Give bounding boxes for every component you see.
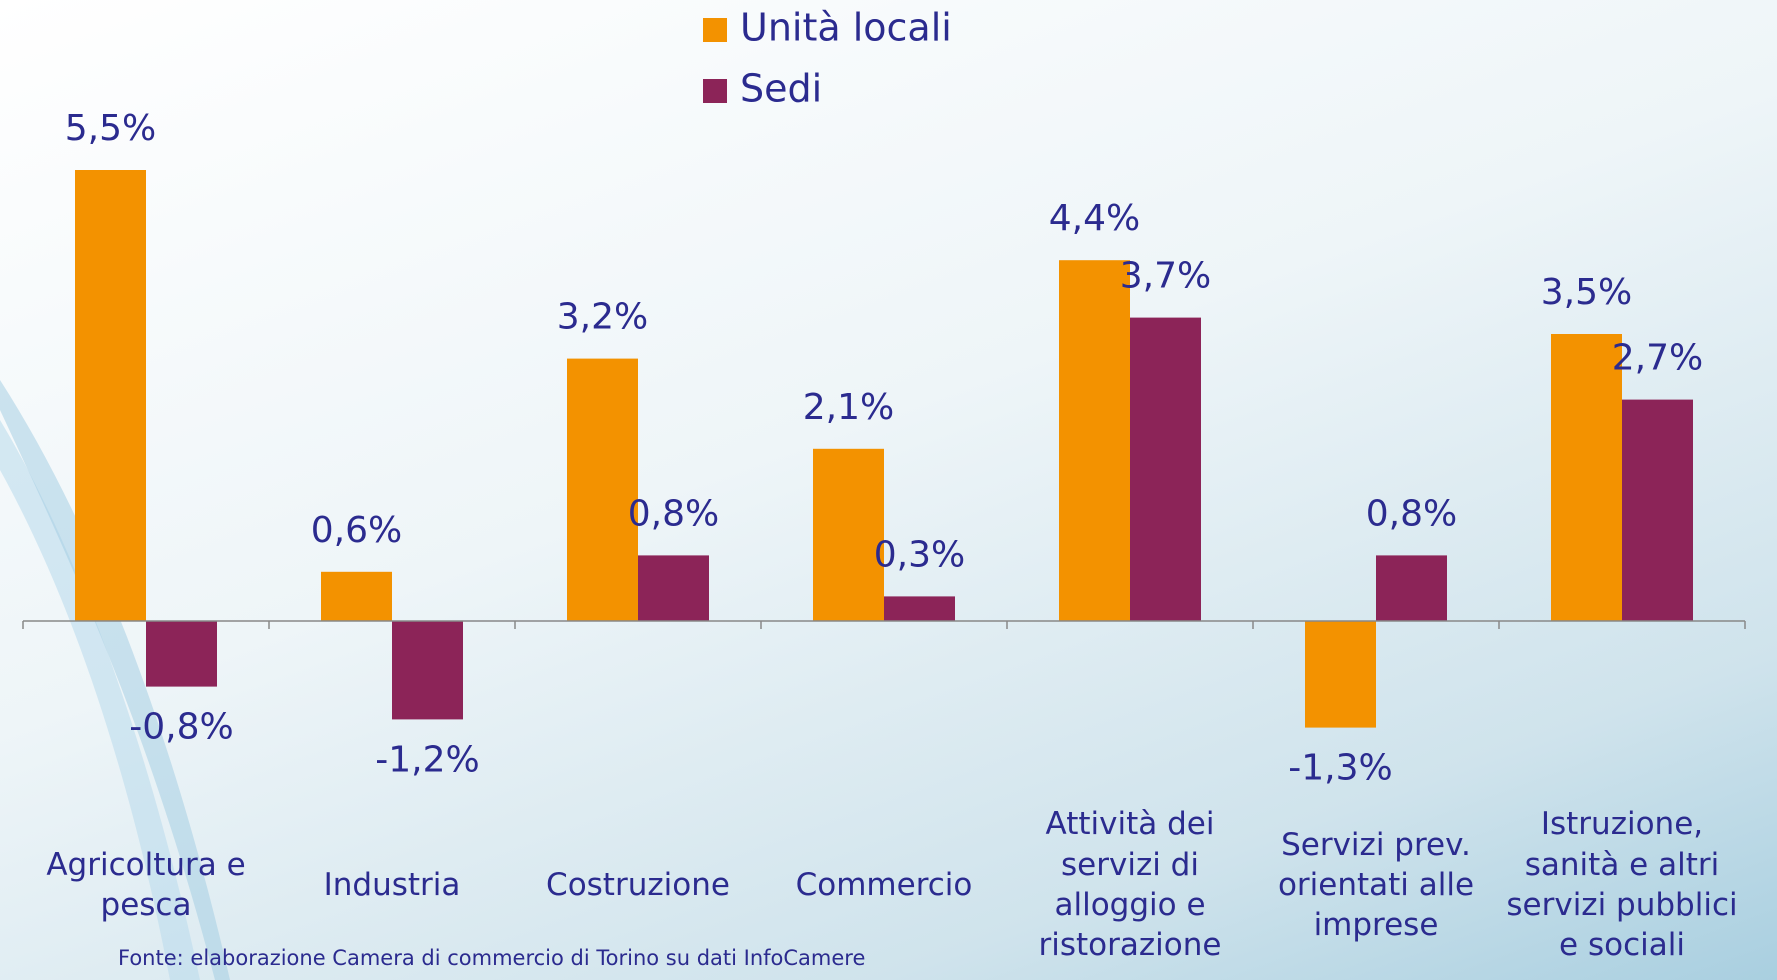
- data-label: 0,8%: [1366, 493, 1457, 534]
- x-tick-label: Industria: [272, 800, 512, 970]
- page: Unità locali Sedi 5,5% -0,8% 0,6% -1,2% 3,2% 0,…: [0, 0, 1777, 980]
- bar: [1059, 260, 1130, 621]
- data-label: 4,4%: [1049, 198, 1140, 239]
- data-label: -1,2%: [375, 739, 479, 780]
- x-tick-label: Costruzione: [518, 800, 758, 970]
- data-label: 0,8%: [628, 493, 719, 534]
- legend-swatch: [703, 79, 727, 103]
- bar: [1622, 400, 1693, 621]
- legend-label: Unità locali: [740, 6, 952, 50]
- bar: [638, 555, 709, 621]
- data-label: 2,7%: [1612, 338, 1703, 379]
- data-label: 0,3%: [874, 534, 965, 575]
- data-label: 3,7%: [1120, 256, 1211, 297]
- data-label: 2,1%: [803, 387, 894, 428]
- bar: [392, 621, 463, 719]
- x-tick-label: Istruzione, sanità e altri servizi pubbl…: [1502, 800, 1742, 970]
- bar: [567, 359, 638, 621]
- data-label: -0,8%: [129, 707, 233, 748]
- x-tick-label: Commercio: [764, 800, 1004, 970]
- bar: [1305, 621, 1376, 728]
- bar: [146, 621, 217, 687]
- x-tick-label: Servizi prev. orientati alle imprese: [1256, 800, 1496, 970]
- bar: [884, 596, 955, 621]
- data-label: 3,2%: [557, 297, 648, 338]
- x-tick-label: Agricoltura e pesca: [26, 800, 266, 970]
- data-label: 5,5%: [65, 108, 156, 149]
- bar: [1376, 555, 1447, 621]
- data-label: 0,6%: [311, 510, 402, 551]
- bar: [1130, 318, 1201, 621]
- legend-label: Sedi: [740, 67, 822, 111]
- legend-swatch: [703, 18, 727, 42]
- bar: [321, 572, 392, 621]
- x-tick-label: Attività dei servizi di alloggio e risto…: [1010, 800, 1250, 970]
- data-label: -1,3%: [1288, 748, 1392, 789]
- data-label: 3,5%: [1541, 272, 1632, 313]
- bar: [75, 170, 146, 621]
